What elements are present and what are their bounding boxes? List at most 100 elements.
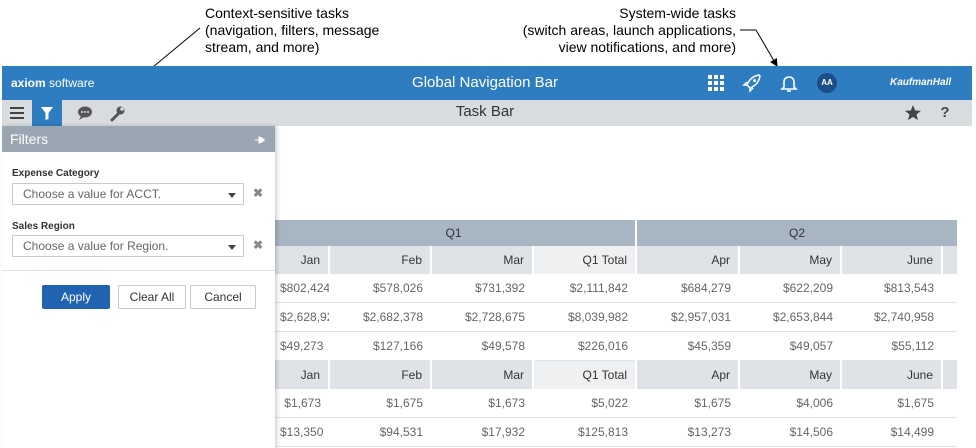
table-cell-filler [942,302,958,332]
table-cell[interactable]: $1,673 [431,389,533,418]
axiom-logo[interactable]: axiom software [11,76,95,90]
clear-all-button[interactable]: Clear All [118,285,186,309]
table-cell[interactable]: $1,675 [329,389,431,418]
table-cell-filler [942,274,958,303]
table-cell-filler [942,417,958,447]
table-cell[interactable]: $49,578 [431,331,533,361]
callout-line: (switch areas, launch applications, [522,22,736,38]
menu-icon[interactable] [2,100,32,126]
table-cell[interactable]: $125,813 [533,417,637,447]
expense-category-select[interactable]: Choose a value for ACCT. [12,183,244,205]
column-header-filler [941,246,958,274]
table-cell[interactable]: $13,350 [272,417,329,447]
message-icon[interactable] [70,100,100,126]
divider [2,270,275,271]
callout-context-tasks: Context-sensitive tasks (navigation, fil… [205,5,379,56]
table-cell[interactable]: $622,209 [739,274,842,303]
app-grid-icon[interactable] [704,71,728,95]
sales-region-label: Sales Region [12,221,75,232]
column-header[interactable]: Q1 Total [531,246,637,274]
chevron-down-icon [228,245,236,250]
global-navigation-bar: axiom software Global Navigation Bar AA … [2,66,972,100]
table-cell[interactable]: $14,499 [841,417,943,447]
table-cell[interactable]: $49,273 [272,331,329,361]
column-header[interactable]: May [738,360,842,389]
column-header[interactable]: Feb [328,246,431,274]
column-header[interactable]: June [840,246,943,274]
table-cell[interactable]: $13,273 [636,417,740,447]
table-row: $802,424 $578,026 $731,392 $2,111,842 $6… [272,274,958,303]
table-cell[interactable]: $45,359 [636,331,740,361]
arrow-right [740,29,778,67]
table-cell[interactable]: $731,392 [431,274,533,303]
table-row: $49,273 $127,166 $49,578 $226,016 $45,35… [272,331,958,361]
column-header-filler [941,360,958,389]
table-cell[interactable]: $578,026 [329,274,431,303]
column-header[interactable]: Apr [635,360,740,389]
table-row: $13,350 $94,531 $17,932 $125,813 $13,273… [272,417,958,447]
column-header[interactable]: Mar [430,360,533,389]
table-cell-filler [942,331,958,361]
clear-expense-category-icon[interactable]: ✖ [253,186,264,200]
sales-region-select[interactable]: Choose a value for Region. [12,235,244,257]
table-cell[interactable]: $1,675 [636,389,740,418]
table-cell[interactable]: $684,279 [636,274,740,303]
table-cell[interactable]: $2,740,958 [841,302,943,332]
avatar[interactable]: AA [817,73,837,93]
star-icon[interactable] [898,100,928,126]
table-cell[interactable]: $1,675 [841,389,943,418]
table-cell[interactable]: $2,628,929 [272,302,329,332]
table-cell-filler [942,389,958,418]
column-header[interactable]: Q1 Total [531,360,637,389]
month-header-row: Jan Feb Mar Q1 Total Apr May June [272,246,958,274]
help-icon[interactable]: ? [940,104,950,121]
chevron-down-icon [228,193,236,198]
table-cell[interactable]: $226,016 [533,331,637,361]
column-header[interactable]: Mar [430,246,533,274]
table-cell[interactable]: $127,166 [329,331,431,361]
filters-header: Filters [2,126,275,152]
quarter-header: Q1 [272,220,637,246]
expense-category-placeholder: Choose a value for ACCT. [23,187,162,201]
column-header[interactable]: Apr [635,246,740,274]
filter-icon[interactable] [32,100,62,126]
table-cell[interactable]: $14,506 [739,417,842,447]
rocket-icon[interactable] [740,71,764,95]
callout-line: view notifications, and more) [558,39,736,55]
table-cell[interactable]: $94,531 [329,417,431,447]
table-cell[interactable]: $2,682,378 [329,302,431,332]
table-cell[interactable]: $1,673 [272,389,329,418]
quarter-header: Q2 [635,220,958,246]
global-nav-title: Global Navigation Bar [412,74,558,91]
table-cell[interactable]: $2,653,844 [739,302,842,332]
filters-panel: Filters Expense Category Choose a value … [2,126,275,448]
quarter-header-row: Q1 Q2 [272,220,958,246]
table-cell[interactable]: $802,424 [272,274,329,303]
clear-sales-region-icon[interactable]: ✖ [253,238,264,252]
data-grid: Q1 Q2 Jan Feb Mar Q1 Total Apr May June … [272,220,958,447]
apply-button[interactable]: Apply [42,285,110,309]
table-cell[interactable]: $2,728,675 [431,302,533,332]
table-cell[interactable]: $17,932 [431,417,533,447]
wrench-icon[interactable] [103,100,133,126]
pin-icon[interactable] [253,133,265,149]
cancel-button[interactable]: Cancel [190,285,256,309]
table-cell[interactable]: $4,006 [739,389,842,418]
table-cell[interactable]: $2,111,842 [533,274,637,303]
callout-line: stream, and more) [205,39,320,55]
table-cell[interactable]: $8,039,982 [533,302,637,332]
column-header[interactable]: Jan [272,246,329,274]
column-header[interactable]: May [738,246,842,274]
bell-icon[interactable] [777,71,801,95]
task-bar-title: Task Bar [455,103,515,120]
column-header[interactable]: June [840,360,943,389]
column-header[interactable]: Feb [328,360,431,389]
table-cell[interactable]: $813,543 [841,274,943,303]
table-cell[interactable]: $2,957,031 [636,302,740,332]
table-cell[interactable]: $49,057 [739,331,842,361]
callout-line: Context-sensitive tasks [205,5,349,21]
table-cell[interactable]: $55,112 [841,331,943,361]
sales-region-placeholder: Choose a value for Region. [23,239,169,253]
table-cell[interactable]: $5,022 [533,389,637,418]
column-header[interactable]: Jan [272,360,329,389]
